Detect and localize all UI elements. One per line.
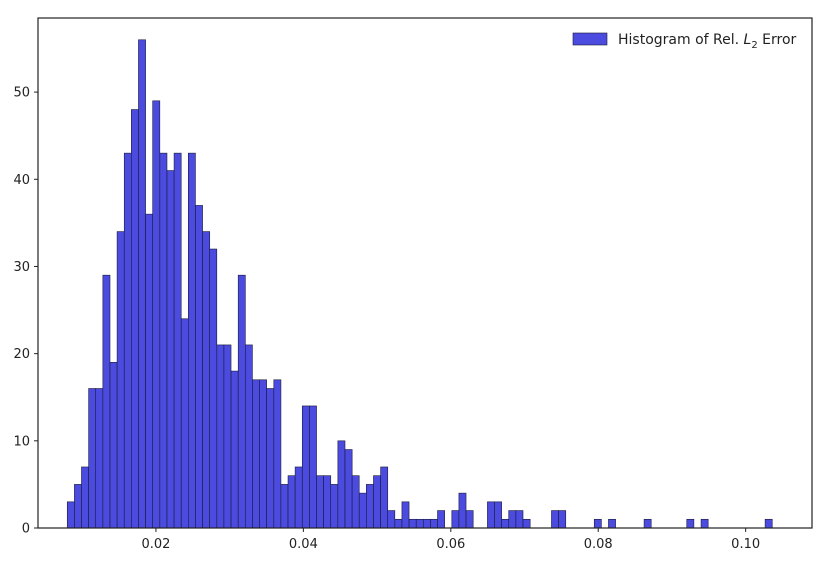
histogram-bar [287,475,296,529]
histogram-bar [508,510,517,529]
y-tick-label: 30 [13,260,30,275]
histogram-bar [145,213,154,529]
histogram-bar [487,501,495,529]
legend-label-symbol: L [744,32,752,48]
histogram-bar [494,501,502,529]
x-tick-label: 0.06 [436,537,465,552]
histogram-bar [309,405,317,529]
y-tick-label: 40 [13,173,30,188]
histogram-bar [643,518,652,529]
x-tick-label: 0.02 [141,537,170,552]
legend-swatch [572,32,608,46]
histogram-bar [465,510,474,529]
legend-label: Histogram of Rel. L2 Error [618,32,797,51]
histogram-bar [380,466,389,529]
histogram-bar [195,205,203,529]
histogram-bar [458,492,467,529]
histogram-bar [551,510,559,529]
legend: Histogram of Rel. L2 Error [572,32,797,51]
histogram-bar [323,475,332,529]
histogram-bar [74,484,82,529]
x-tick-label: 0.04 [289,537,318,552]
histogram-bar [451,510,460,529]
histogram-bar [608,518,616,529]
histogram-bar [593,518,602,529]
histogram-bar [88,388,97,529]
histogram-bar [437,510,445,529]
histogram-bar [351,475,360,529]
legend-label-subscript: 2 [751,40,757,51]
histogram-bar [401,501,410,529]
histogram-bar [387,510,396,529]
histogram-bar [316,475,324,529]
histogram-bar [152,100,161,529]
histogram-bar [166,170,175,529]
histogram-bar [273,379,282,529]
histogram-bar [358,492,367,529]
histogram-bar [373,475,381,529]
histogram-bar [430,518,438,529]
histogram-bar [138,39,146,529]
histogram-bar [131,109,139,529]
histogram-bar [259,379,267,529]
histogram-bar [159,152,168,529]
histogram-bar [116,231,125,529]
legend-label-suffix: Error [758,32,797,48]
histogram-bar [408,518,417,529]
y-tick-label: 10 [13,434,30,449]
histogram-bar [515,510,524,529]
legend-label-prefix: Histogram of Rel. [618,32,744,48]
x-tick-label: 0.08 [584,537,613,552]
histogram-bar [237,274,246,529]
histogram-bar [244,344,253,529]
histogram-bar [188,152,196,529]
y-tick-label: 0 [22,522,30,537]
histogram-bar [266,388,275,529]
histogram-bar [522,518,531,529]
histogram-bar [501,518,510,529]
histogram-bar [252,379,260,529]
histogram-bars [66,39,773,529]
histogram-bar [230,370,239,529]
histogram-bar [223,344,232,529]
histogram-bar [344,449,353,529]
histogram-bar [337,440,346,529]
histogram-bar [330,484,339,529]
histogram-bar [294,466,303,529]
histogram-bar [686,518,695,529]
histogram-bar [180,318,189,529]
histogram-bar [558,510,567,529]
histogram-bar [394,518,403,529]
histogram-bar [173,152,182,529]
histogram-bar [415,518,424,529]
histogram-bar [301,405,310,529]
histogram-bar [209,248,218,529]
plot-frame [37,17,813,529]
histogram-bar [764,518,773,529]
histogram-bar [66,501,75,529]
histogram-bar [422,518,431,529]
histogram-bar [216,344,225,529]
y-tick-label: 20 [13,347,30,362]
histogram-bar [202,231,211,529]
histogram-bar [81,466,89,529]
histogram-bar [102,274,111,529]
y-axis: 0 10 20 30 40 50 [13,86,38,537]
x-axis: 0.02 0.04 0.06 0.08 0.10 [141,528,760,552]
histogram-bar [95,388,104,529]
histogram-bar [366,484,374,529]
y-tick-label: 50 [13,86,30,101]
x-tick-label: 0.10 [731,537,760,552]
histogram-bar [700,518,709,529]
histogram-bar [109,362,118,529]
histogram-bar [280,484,289,529]
histogram-bar [123,152,132,529]
